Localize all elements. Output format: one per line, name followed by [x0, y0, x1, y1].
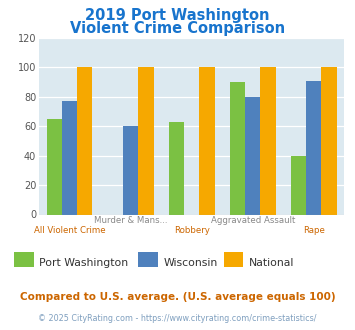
Bar	[322, 67, 337, 214]
Text: 2019 Port Washington: 2019 Port Washington	[85, 8, 270, 23]
Bar	[261, 67, 275, 214]
Bar	[77, 67, 92, 214]
Bar	[306, 81, 322, 214]
Bar	[230, 82, 245, 214]
Text: Compared to U.S. average. (U.S. average equals 100): Compared to U.S. average. (U.S. average …	[20, 292, 335, 302]
Text: Port Washington: Port Washington	[39, 258, 128, 268]
Bar	[47, 119, 62, 214]
Text: © 2025 CityRating.com - https://www.cityrating.com/crime-statistics/: © 2025 CityRating.com - https://www.city…	[38, 314, 317, 323]
Text: Rape: Rape	[303, 226, 325, 235]
Text: All Violent Crime: All Violent Crime	[34, 226, 105, 235]
Text: National: National	[248, 258, 294, 268]
Bar	[245, 97, 261, 214]
Bar	[200, 67, 214, 214]
Text: Violent Crime Comparison: Violent Crime Comparison	[70, 21, 285, 36]
Bar	[62, 101, 77, 214]
Text: Murder & Mans...: Murder & Mans...	[94, 216, 168, 225]
Bar	[138, 67, 153, 214]
Text: Wisconsin: Wisconsin	[163, 258, 218, 268]
Text: Robbery: Robbery	[174, 226, 210, 235]
Bar	[291, 156, 306, 214]
Bar	[169, 122, 184, 214]
Text: Aggravated Assault: Aggravated Assault	[211, 216, 295, 225]
Bar	[123, 126, 138, 214]
